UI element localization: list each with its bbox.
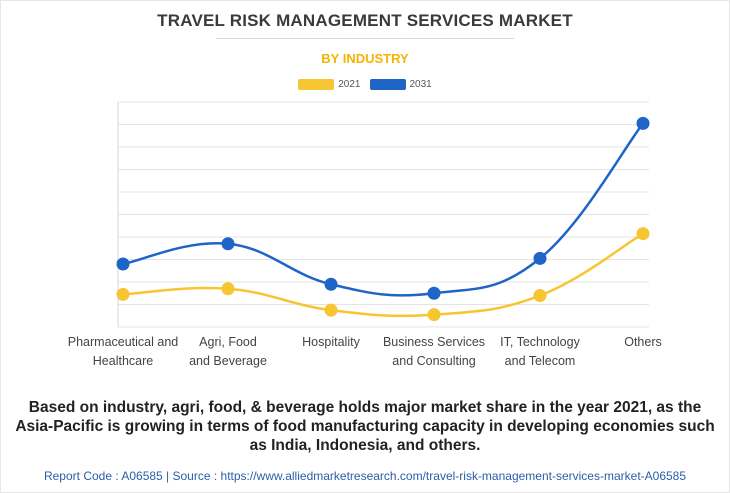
report-source-footer[interactable]: Report Code : A06585 | Source : https://… bbox=[43, 469, 687, 483]
chart-title: TRAVEL RISK MANAGEMENT SERVICES MARKET bbox=[157, 11, 573, 30]
x-tick-label: Others bbox=[624, 335, 662, 349]
data-point-2021 bbox=[427, 308, 441, 322]
data-point-2031 bbox=[116, 257, 130, 271]
data-point-2031 bbox=[221, 237, 235, 251]
legend-swatch-2031 bbox=[369, 79, 406, 90]
legend: 2021 2031 bbox=[0, 79, 730, 90]
data-point-2021 bbox=[636, 227, 650, 241]
legend-label-2031: 2031 bbox=[409, 79, 432, 90]
data-point-2031 bbox=[636, 116, 650, 130]
series-line-2021 bbox=[121, 232, 645, 318]
data-point-2021 bbox=[116, 287, 130, 301]
x-tick-label: Hospitality bbox=[302, 335, 360, 349]
data-point-2021 bbox=[324, 303, 338, 317]
legend-label-2021: 2021 bbox=[338, 79, 361, 90]
x-tick-label: IT, Technology and Telecom bbox=[500, 335, 580, 368]
data-point-2031 bbox=[427, 286, 441, 300]
data-point-2021 bbox=[533, 289, 547, 302]
title-divider bbox=[216, 38, 514, 39]
data-point-2021 bbox=[221, 282, 235, 296]
legend-item-2021[interactable]: 2021 bbox=[298, 79, 361, 90]
x-tick-label: Agri, Food and Beverage bbox=[189, 335, 267, 368]
chart-caption: Based on industry, agri, food, & beverag… bbox=[15, 399, 715, 454]
data-point-2031 bbox=[533, 251, 547, 265]
legend-swatch-2021 bbox=[298, 79, 335, 90]
x-tick-label: Pharmaceutical and Healthcare bbox=[68, 335, 179, 368]
series-line-2031 bbox=[121, 122, 645, 297]
x-tick-label: Business Services and Consulting bbox=[383, 335, 485, 368]
legend-item-2031[interactable]: 2031 bbox=[369, 79, 432, 90]
chart-subtitle: BY INDUSTRY bbox=[321, 51, 409, 66]
data-point-2031 bbox=[324, 277, 338, 291]
